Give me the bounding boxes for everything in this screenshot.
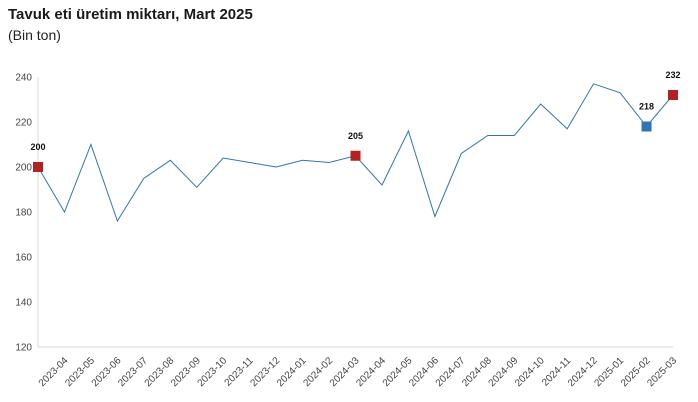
data-point-marker [668,90,678,100]
data-label: 218 [639,102,654,112]
y-tick-label: 220 [15,118,32,129]
chart-title: Tavuk eti üretim miktarı, Mart 2025 [8,6,253,23]
data-point-marker [350,150,361,161]
y-tick-label: 160 [15,253,32,264]
data-label: 232 [665,70,680,80]
data-label: 205 [348,131,363,141]
data-label: 200 [30,142,45,152]
y-tick-label: 200 [15,163,32,174]
x-tick-label: 2025-03 [645,355,679,389]
y-tick-label: 140 [15,298,32,309]
y-tick-label: 240 [15,73,32,84]
chart-subtitle: (Bin ton) [8,27,61,43]
y-tick-label: 120 [15,343,32,354]
data-point-marker [641,121,652,132]
data-point-marker [33,162,43,172]
y-tick-label: 180 [15,208,32,219]
